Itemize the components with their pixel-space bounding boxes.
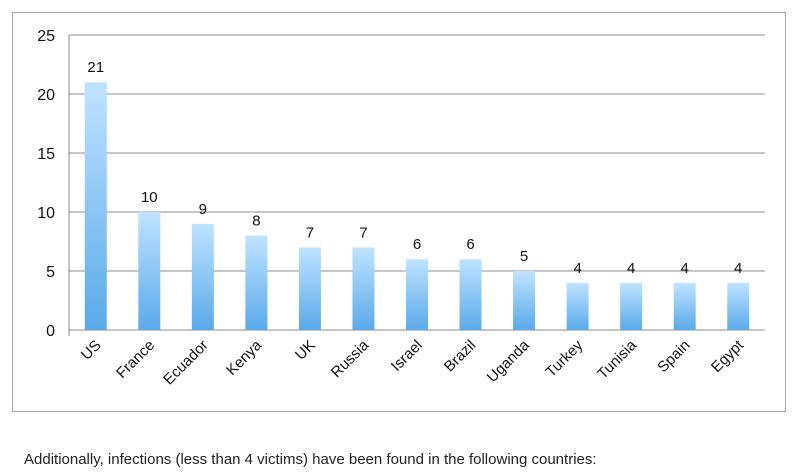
x-tick-label-us: US <box>78 337 105 364</box>
data-label-egypt: 4 <box>734 260 742 277</box>
x-tick-label-turkey: Turkey <box>542 336 586 380</box>
data-label-france: 10 <box>141 189 158 206</box>
x-tick-label-uk: UK <box>292 337 319 364</box>
x-tick-label-uganda: Uganda <box>484 336 534 386</box>
bar-turkey <box>566 282 589 330</box>
data-label-russia: 7 <box>359 224 367 241</box>
x-tick-label-spain: Spain <box>654 337 693 376</box>
x-tick-label-tunisia: Tunisia <box>594 336 640 382</box>
bar-us <box>84 82 107 330</box>
data-label-uganda: 5 <box>520 248 528 265</box>
data-label-ecuador: 9 <box>199 201 207 218</box>
x-tick-label-kenya: Kenya <box>223 336 266 379</box>
y-tick-label: 0 <box>46 323 55 340</box>
y-tick-label: 25 <box>37 28 55 45</box>
gridlines <box>68 34 765 336</box>
y-tick-label: 10 <box>37 205 55 222</box>
data-label-turkey: 4 <box>573 260 581 277</box>
bar-egypt <box>727 282 750 330</box>
bar-ecuador <box>191 223 214 330</box>
bar-chart: 21 10 9 8 7 7 6 6 5 4 4 4 4 0 5 10 15 20 25 US France Ecuad… <box>37 28 765 388</box>
bar-uk <box>298 247 321 330</box>
bar-tunisia <box>620 282 643 330</box>
x-tick-label-brazil: Brazil <box>441 337 480 376</box>
x-tick-label-france: France <box>113 337 158 382</box>
data-label-spain: 4 <box>681 260 689 277</box>
y-tick-label: 15 <box>37 146 55 163</box>
chart-frame: 21 10 9 8 7 7 6 6 5 4 4 4 4 0 5 10 15 20 25 US France Ecuad… <box>12 12 786 412</box>
y-axis-ticks: 0 5 10 15 20 25 <box>37 28 55 340</box>
x-tick-label-egypt: Egypt <box>708 336 748 376</box>
bar-russia <box>352 247 375 330</box>
footnote-text: Additionally, infections (less than 4 vi… <box>24 451 597 468</box>
bar-brazil <box>459 259 482 330</box>
x-tick-label-russia: Russia <box>328 336 373 381</box>
bar-france <box>138 212 161 330</box>
x-axis-ticks: US France Ecuador Kenya UK Russia Israel Brazil… <box>78 336 748 388</box>
x-tick-label-israel: Israel <box>388 337 426 375</box>
bar-israel <box>406 259 428 330</box>
data-label-kenya: 8 <box>252 213 260 230</box>
data-labels: 21 10 9 8 7 7 6 6 5 4 4 4 4 <box>87 59 742 277</box>
bar-kenya <box>245 235 268 330</box>
data-label-tunisia: 4 <box>627 260 635 277</box>
bar-uganda <box>513 271 536 330</box>
bars <box>84 82 750 330</box>
data-label-israel: 6 <box>413 236 421 253</box>
data-label-uk: 7 <box>306 224 314 241</box>
y-tick-label: 5 <box>46 264 55 281</box>
x-tick-label-ecuador: Ecuador <box>160 337 212 389</box>
bar-spain <box>673 282 696 330</box>
data-label-brazil: 6 <box>466 236 474 253</box>
data-label-us: 21 <box>87 59 104 76</box>
y-tick-label: 20 <box>37 87 55 104</box>
